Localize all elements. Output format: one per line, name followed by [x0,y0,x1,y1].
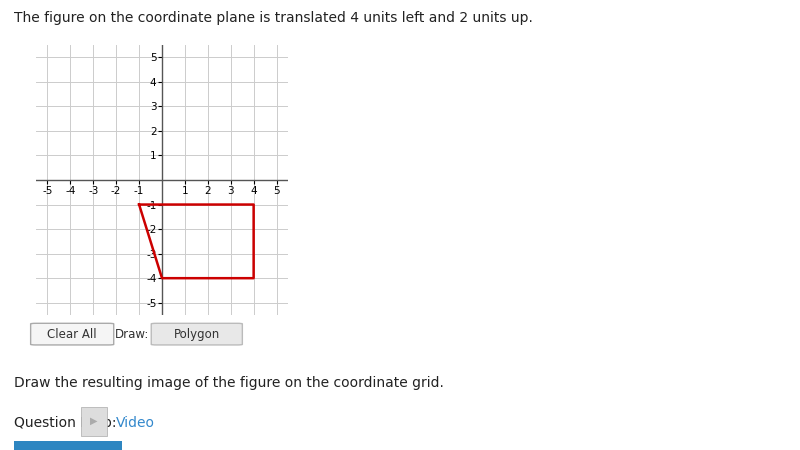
FancyBboxPatch shape [151,323,242,345]
Text: Polygon: Polygon [174,328,220,341]
FancyBboxPatch shape [6,438,131,450]
Text: ▶: ▶ [90,416,98,426]
Text: Draw:: Draw: [115,328,150,341]
Text: Clear All: Clear All [47,328,97,341]
Text: Question Help:: Question Help: [14,416,117,430]
Text: Video: Video [116,416,155,430]
Text: Draw the resulting image of the figure on the coordinate grid.: Draw the resulting image of the figure o… [14,376,444,390]
Text: The figure on the coordinate plane is translated 4 units left and 2 units up.: The figure on the coordinate plane is tr… [14,11,534,25]
FancyBboxPatch shape [30,323,114,345]
